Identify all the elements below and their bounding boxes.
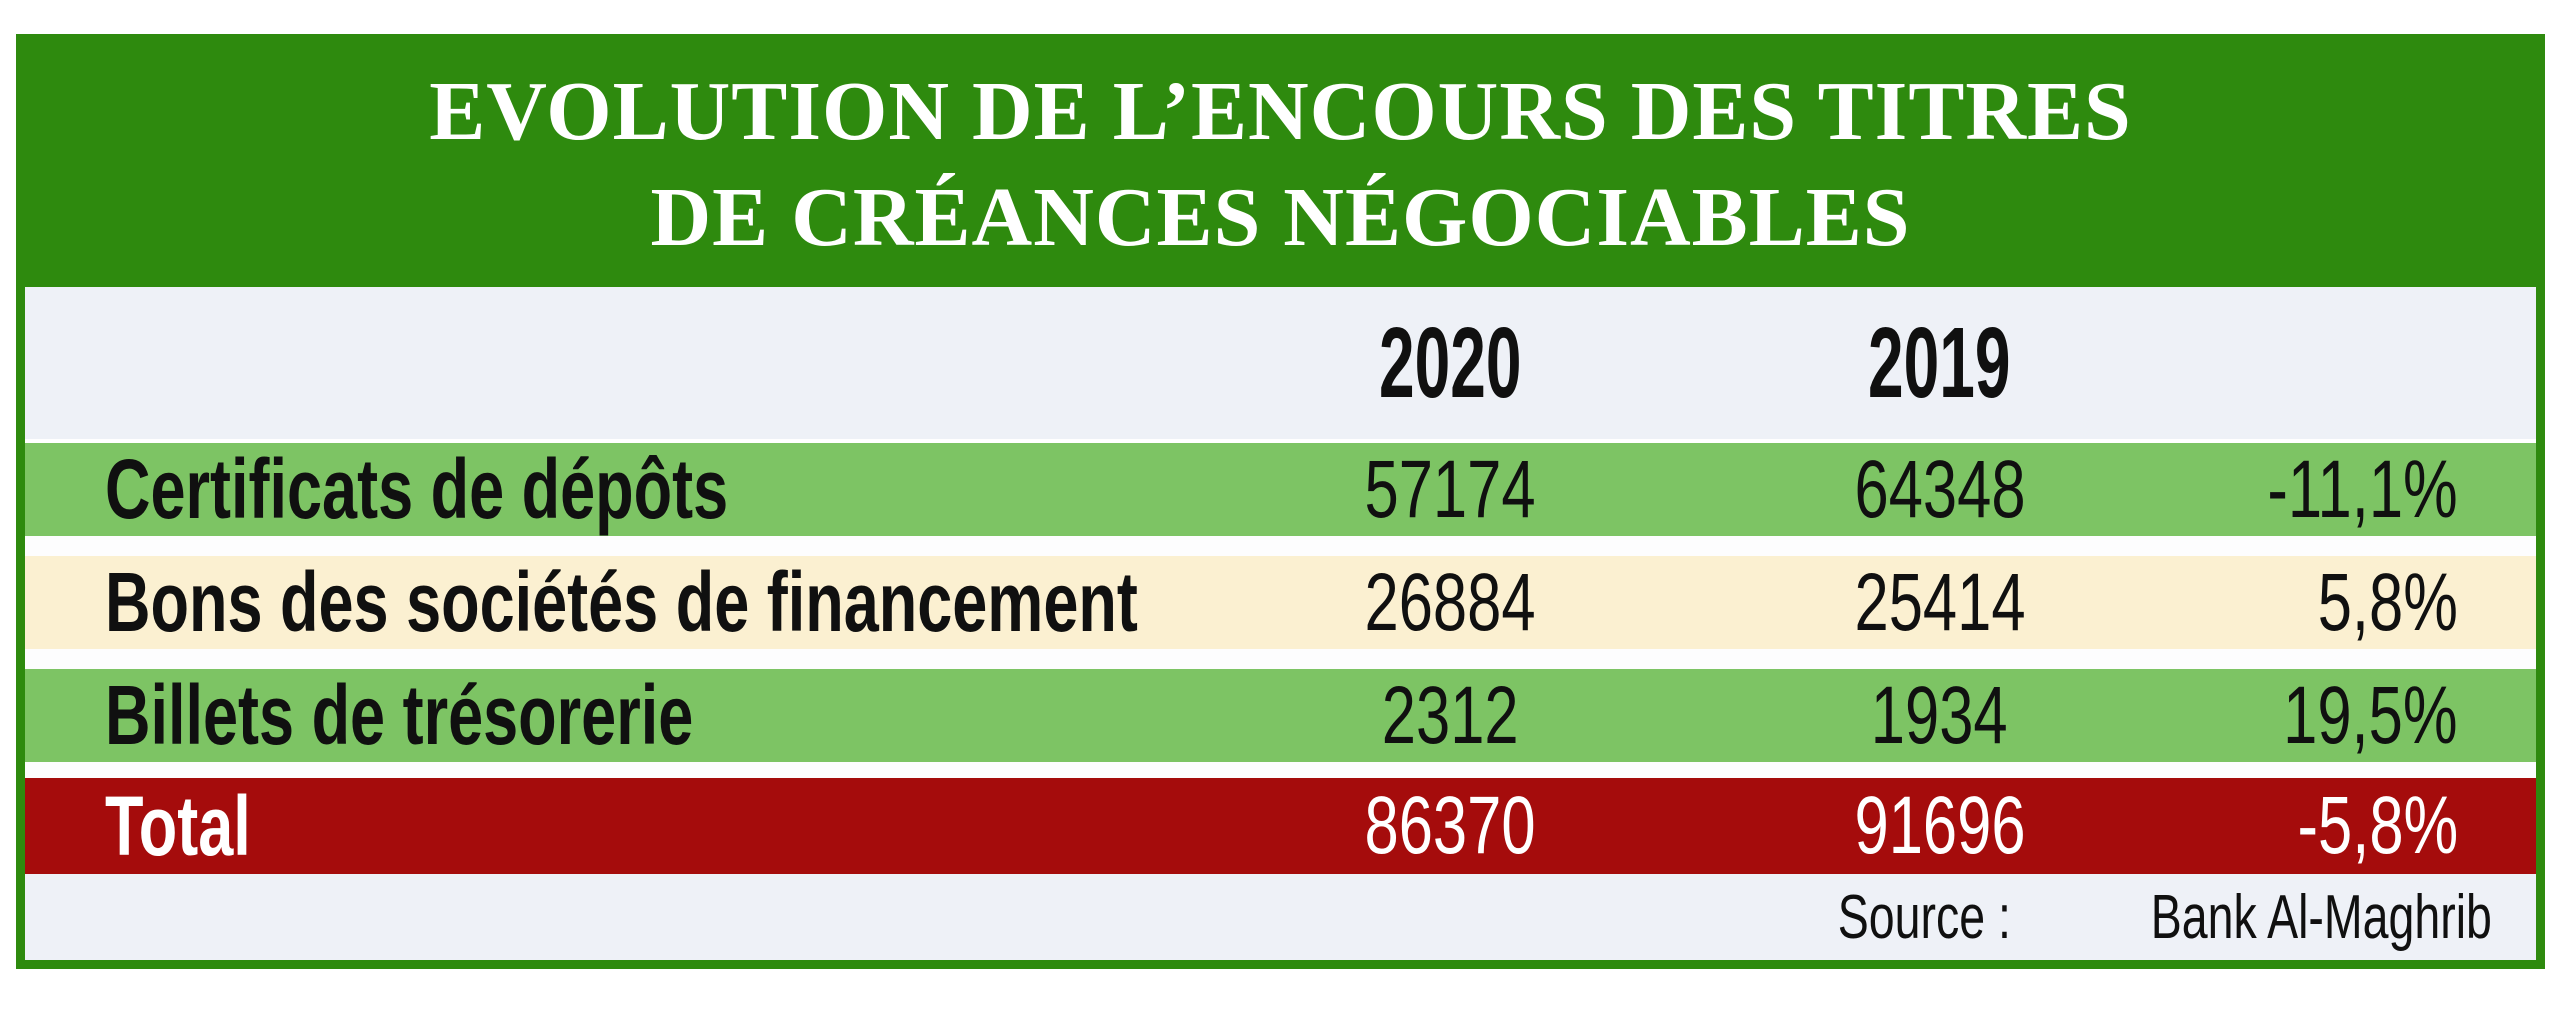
total-value-2020: 86370 <box>1364 780 1536 871</box>
row-label: Billets de trésorerie <box>105 668 694 762</box>
year-2019-header: 2019 <box>1868 306 2011 419</box>
table-header-row: 2020 2019 <box>25 287 2536 439</box>
row-separator <box>25 649 2536 669</box>
value-2020: 57174 <box>1364 443 1536 535</box>
source-row: Source : Bank Al-Maghrib <box>25 874 2536 960</box>
variation-pct: 19,5% <box>2283 669 2458 761</box>
value-2019: 1934 <box>1871 669 2009 761</box>
value-2019: 64348 <box>1854 443 2026 535</box>
total-value-2019: 91696 <box>1854 780 2026 871</box>
total-label: Total <box>105 778 251 873</box>
table-title-line1: EVOLUTION DE L’ENCOURS DES TITRES <box>429 65 2132 158</box>
total-row: Total 86370 91696 -5,8% <box>25 778 2536 874</box>
value-2020: 2312 <box>1381 669 1519 761</box>
row-label: Bons des sociétés de financement <box>105 555 1138 649</box>
year-2020-header: 2020 <box>1378 306 1522 419</box>
table-row: Bons des sociétés de financement 26884 2… <box>25 555 2536 649</box>
row-separator <box>25 762 2536 778</box>
titled-table: EVOLUTION DE L’ENCOURS DES TITRES DE CRÉ… <box>16 34 2545 969</box>
value-2019: 25414 <box>1854 556 2026 648</box>
table-title-line2: DE CRÉANCES NÉGOCIABLES <box>650 171 1911 264</box>
total-variation-pct: -5,8% <box>2297 780 2458 871</box>
table-row: Billets de trésorerie 2312 1934 19,5% <box>25 668 2536 762</box>
value-2020: 26884 <box>1364 556 1536 648</box>
row-separator <box>25 536 2536 556</box>
table-title: EVOLUTION DE L’ENCOURS DES TITRES DE CRÉ… <box>25 43 2536 287</box>
variation-pct: -11,1% <box>2267 443 2458 535</box>
row-label: Certificats de dépôts <box>105 442 729 536</box>
source-value: Bank Al-Maghrib <box>2150 882 2492 952</box>
variation-pct: 5,8% <box>2317 556 2458 648</box>
table-row: Certificats de dépôts 57174 64348 -11,1% <box>25 442 2536 536</box>
source-label: Source : <box>1837 882 2012 952</box>
row-separator <box>25 439 2536 443</box>
